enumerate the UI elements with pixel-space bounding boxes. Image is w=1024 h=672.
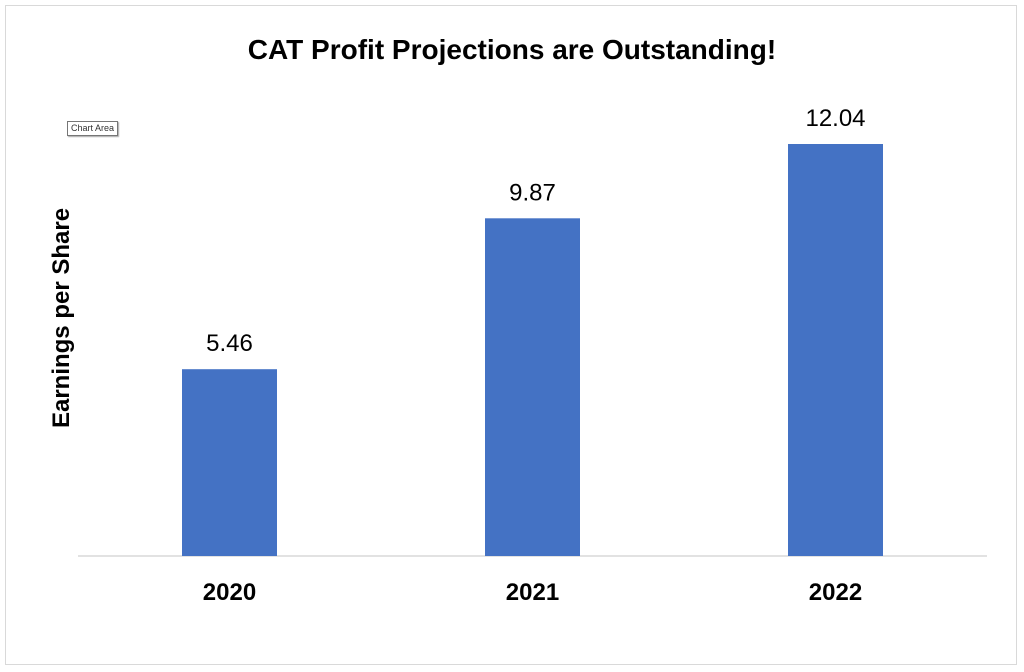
bars	[182, 144, 883, 557]
bar-2020[interactable]	[182, 369, 277, 556]
data-label-2022: 12.04	[805, 105, 865, 132]
bar-2022[interactable]	[788, 144, 883, 556]
y-axis-label: Earnings per Share	[48, 208, 75, 428]
chart-title: CAT Profit Projections are Outstanding!	[247, 34, 777, 65]
data-labels: 5.46 9.87 12.04	[206, 105, 865, 357]
bar-2021[interactable]	[485, 218, 580, 557]
x-tick-label-2021: 2021	[506, 579, 559, 606]
x-tick-labels: 2020 2021 2022	[203, 579, 862, 606]
data-label-2021: 9.87	[509, 179, 556, 206]
chart-area-tooltip: Chart Area	[67, 121, 119, 136]
x-tick-label-2020: 2020	[203, 579, 256, 606]
data-label-2020: 5.46	[206, 330, 253, 357]
x-tick-label-2022: 2022	[809, 579, 862, 606]
